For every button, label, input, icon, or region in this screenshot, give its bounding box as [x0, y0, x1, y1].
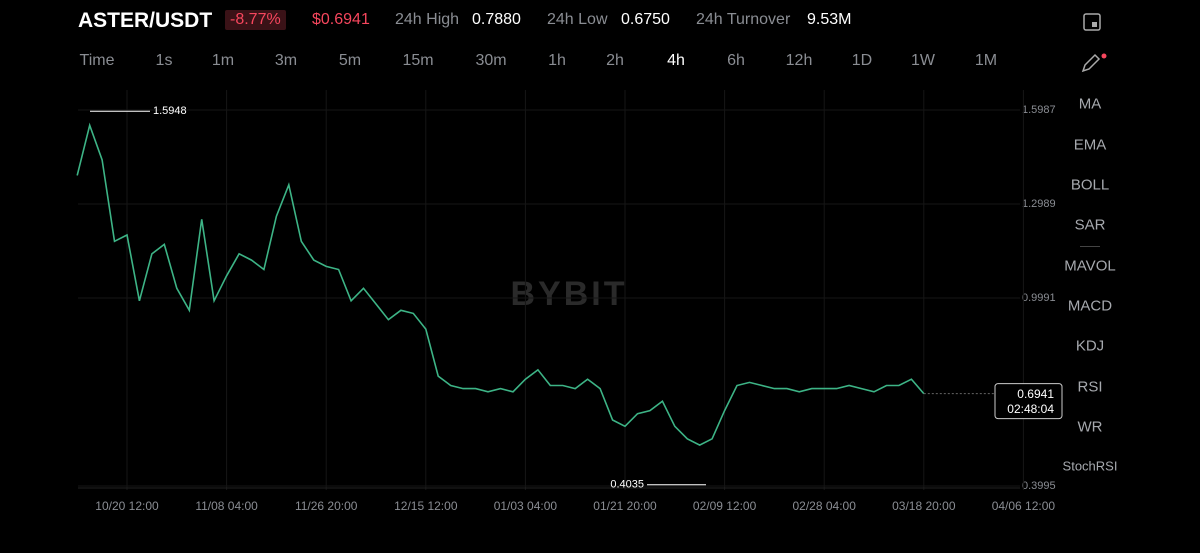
timeframe[interactable]: 1M	[974, 52, 998, 69]
indicator[interactable]: MAVOL	[1064, 257, 1116, 275]
timeframe[interactable]: 12h	[785, 52, 813, 69]
timeframe[interactable]: Time	[79, 52, 115, 69]
x-tick-label: 02/09 12:00	[693, 499, 757, 513]
timeframe[interactable]: 30m	[475, 52, 507, 69]
separator	[1080, 246, 1100, 247]
y-tick-label: 1.5987	[1022, 104, 1056, 116]
x-tick-label: 01/03 04:00	[494, 499, 558, 513]
x-tick-label: 11/08 04:00	[195, 499, 258, 513]
fullscreen-icon[interactable]	[1083, 13, 1101, 31]
timeframe[interactable]: 6h	[727, 52, 745, 69]
low-marker-label: 0.4035	[610, 479, 644, 491]
y-tick-label: 1.2989	[1022, 198, 1056, 210]
x-tick-label: 11/26 20:00	[295, 499, 358, 513]
low: 0.6750	[621, 11, 670, 28]
timeframe[interactable]: 2h	[606, 52, 624, 69]
timeframe[interactable]: 15m	[402, 52, 434, 69]
indicator[interactable]: EMA	[1073, 136, 1107, 154]
change: -8.77%	[225, 10, 286, 30]
timeframe[interactable]: 4h	[667, 52, 685, 69]
timeframe[interactable]: 1W	[911, 52, 935, 69]
draw-icon[interactable]	[1080, 52, 1110, 74]
pair[interactable]: ASTER/USDT	[78, 9, 213, 32]
watermark: BYBIT	[511, 275, 628, 313]
x-tick-label: 02/28 04:00	[792, 499, 856, 513]
x-tick-label: 04/06 12:00	[992, 499, 1056, 513]
timeframe[interactable]: 5m	[338, 52, 362, 69]
x-tick-label: 12/15 12:00	[394, 499, 458, 513]
indicator[interactable]: StochRSI	[1062, 458, 1118, 474]
y-tick-label: 0.9991	[1022, 292, 1056, 304]
countdown: 02:48:04	[1007, 402, 1054, 416]
timeframe[interactable]: 3m	[274, 52, 298, 69]
high-marker-label: 1.5948	[153, 105, 187, 117]
y-tick-label: 0.3995	[1022, 480, 1056, 492]
indicator[interactable]: WR	[1077, 418, 1103, 436]
price: $0.6941	[312, 11, 370, 28]
indicator[interactable]: KDJ	[1075, 337, 1105, 355]
turnover-label: 24h Turnover	[696, 11, 791, 28]
indicator[interactable]: BOLL	[1070, 176, 1110, 194]
indicator[interactable]: MACD	[1067, 297, 1113, 315]
price-tag	[994, 383, 1063, 420]
timeframe[interactable]: 1h	[548, 52, 566, 69]
x-tick-label: 10/20 12:00	[95, 499, 159, 513]
x-tick-label: 01/21 20:00	[593, 499, 657, 513]
high: 0.7880	[472, 11, 521, 28]
high-label: 24h High	[395, 11, 460, 28]
indicator[interactable]: RSI	[1077, 378, 1103, 396]
indicator[interactable]: MA	[1078, 95, 1102, 113]
indicator[interactable]: SAR	[1074, 216, 1106, 234]
last-price-label: 0.6941	[1017, 387, 1054, 401]
price-line	[76, 122, 925, 446]
timeframe[interactable]: 1s	[155, 52, 173, 69]
turnover: 9.53M	[807, 11, 852, 28]
low-label: 24h Low	[547, 11, 608, 28]
x-tick-label: 03/18 20:00	[892, 499, 956, 513]
timeframe[interactable]: 1D	[851, 52, 873, 69]
timeframe[interactable]: 1m	[211, 52, 235, 69]
